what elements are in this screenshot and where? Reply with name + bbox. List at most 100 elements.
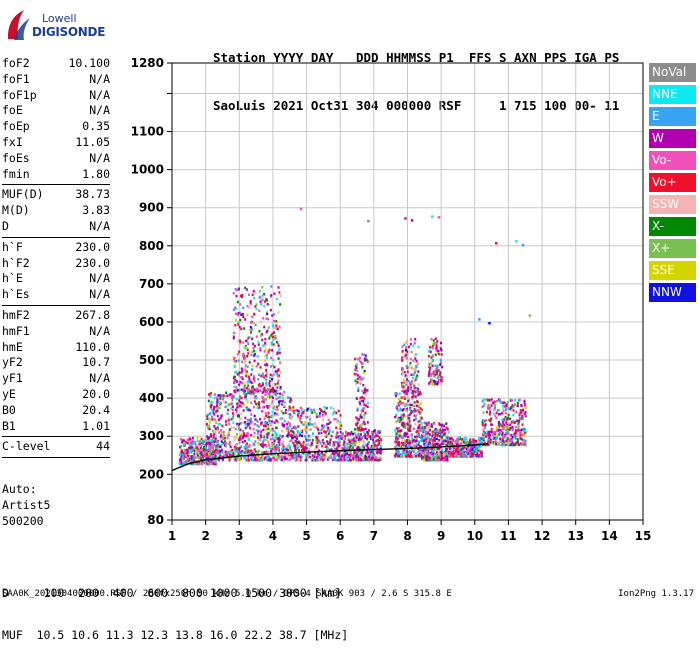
echo-point: [331, 430, 334, 434]
echo-point: [191, 440, 194, 443]
echo-point: [521, 441, 524, 445]
echo-point: [298, 416, 301, 420]
echo-point: [300, 456, 303, 459]
echo-point: [495, 442, 497, 446]
echo-point: [433, 442, 436, 445]
echo-point: [496, 433, 499, 437]
echo-point: [253, 391, 256, 394]
echo-point: [285, 457, 288, 461]
param-value: 0.35: [82, 119, 110, 134]
echo-point: [217, 418, 220, 421]
echo-point: [211, 415, 213, 418]
echo-point: [256, 455, 258, 458]
echo-point: [355, 439, 357, 443]
echo-point: [519, 437, 522, 440]
echo-point: [220, 434, 223, 437]
echo-point: [493, 436, 496, 440]
echo-point: [486, 398, 489, 402]
echo-point: [498, 409, 500, 412]
echo-point: [502, 401, 505, 404]
echo-point: [400, 402, 403, 405]
echo-point: [435, 372, 438, 376]
echo-point: [512, 405, 515, 408]
echo-point: [279, 361, 282, 364]
echo-point: [281, 440, 284, 443]
echo-point: [343, 444, 346, 447]
echo-point: [277, 311, 280, 314]
echo-point: [246, 434, 249, 437]
echo-point: [246, 442, 249, 445]
echo-point: [324, 445, 327, 448]
echo-point: [410, 409, 413, 413]
echo-point: [406, 366, 409, 369]
echo-point: [271, 400, 274, 403]
echo-point: [339, 431, 342, 434]
echo-point: [302, 444, 305, 447]
echo-point: [479, 455, 482, 458]
echo-point: [505, 435, 508, 439]
echo-point: [415, 365, 418, 369]
echo-point: [253, 414, 256, 418]
echo-point: [237, 405, 240, 408]
echo-point: [448, 446, 451, 450]
echo-point: [346, 431, 349, 435]
echo-point: [273, 365, 276, 369]
echo-point: [427, 431, 430, 434]
echo-point: [241, 375, 244, 379]
echo-point: [521, 416, 524, 420]
echo-point: [276, 437, 279, 440]
echo-point: [209, 401, 212, 404]
echo-point: [352, 446, 354, 449]
echo-point: [418, 390, 420, 394]
x-tick-label: 2: [201, 529, 209, 543]
echo-point: [247, 390, 250, 393]
echo-point: [298, 441, 301, 445]
echo-point: [445, 426, 448, 429]
echo-point: [267, 350, 270, 354]
echo-point: [489, 417, 492, 421]
echo-point: [341, 458, 344, 462]
echo-point: [422, 430, 425, 434]
param-label: B0: [2, 402, 16, 417]
echo-point: [407, 399, 410, 403]
echo-point: [430, 378, 433, 381]
echo-point: [195, 446, 198, 449]
echo-point: [294, 455, 297, 458]
echo-point: [271, 332, 274, 335]
echo-point: [260, 458, 263, 462]
echo-point: [262, 424, 265, 427]
echo-point: [231, 408, 234, 411]
echo-point: [267, 456, 270, 459]
echo-point: [462, 441, 465, 444]
echo-point: [252, 289, 255, 293]
echo-point: [266, 373, 269, 376]
echo-point: [272, 458, 274, 462]
echo-point: [220, 397, 223, 400]
echo-point: [269, 403, 272, 406]
echo-point: [360, 433, 362, 436]
echo-point: [487, 438, 490, 441]
echo-point: [500, 412, 503, 415]
echo-point: [428, 433, 431, 436]
echo-point: [518, 419, 521, 422]
echo-point: [414, 409, 417, 413]
echo-point: [477, 448, 480, 452]
echo-point: [427, 452, 430, 455]
echo-point: [437, 441, 440, 444]
echo-point: [238, 399, 241, 402]
echo-point: [233, 380, 236, 383]
echo-point: [317, 439, 320, 442]
echo-point: [433, 439, 436, 442]
echo-point: [488, 443, 491, 447]
echo-point: [246, 423, 249, 426]
echo-point: [278, 374, 281, 377]
echo-point: [206, 414, 209, 418]
echo-point: [360, 428, 363, 431]
echo-point: [411, 392, 414, 395]
param-row: h`F 230.0: [2, 240, 110, 256]
echo-point: [364, 387, 367, 390]
echo-point: [474, 444, 477, 448]
echo-point: [329, 454, 332, 457]
echo-point: [360, 377, 363, 381]
echo-point: [413, 454, 416, 457]
